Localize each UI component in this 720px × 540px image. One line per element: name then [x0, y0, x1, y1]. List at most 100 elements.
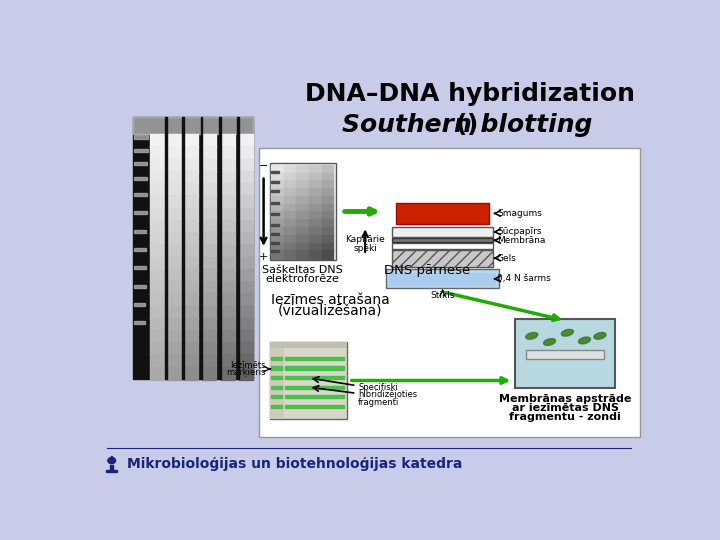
Bar	[150, 318, 163, 331]
Bar	[150, 207, 163, 220]
Bar	[271, 357, 282, 360]
Bar	[150, 342, 163, 355]
Bar	[322, 196, 333, 205]
Bar	[184, 293, 198, 306]
Bar	[110, 465, 113, 471]
Text: Gels: Gels	[497, 254, 517, 262]
Bar	[270, 342, 347, 348]
Bar	[150, 269, 163, 282]
Bar	[309, 173, 321, 181]
Bar	[202, 293, 216, 306]
Text: DNA–DNA hybridization: DNA–DNA hybridization	[305, 82, 635, 106]
Bar	[285, 357, 344, 360]
Bar	[239, 330, 253, 343]
Bar	[221, 220, 235, 233]
Bar	[134, 177, 147, 180]
Bar	[184, 318, 198, 331]
Bar	[285, 376, 344, 380]
Text: marķieris: marķieris	[226, 368, 266, 377]
Bar	[309, 188, 321, 197]
Bar	[239, 244, 253, 257]
Bar	[271, 173, 283, 181]
Ellipse shape	[526, 333, 538, 339]
Bar	[284, 180, 296, 189]
Bar	[202, 306, 216, 319]
Bar	[392, 244, 493, 249]
Bar	[184, 330, 198, 343]
Bar	[271, 202, 279, 204]
Bar	[284, 219, 296, 228]
Bar	[184, 207, 198, 220]
Bar	[322, 165, 333, 173]
Bar	[392, 227, 493, 237]
Bar	[271, 367, 282, 369]
Text: hibridizējoties: hibridizējoties	[358, 390, 418, 400]
Bar	[202, 220, 216, 233]
Text: Kapilārie: Kapilārie	[346, 235, 385, 244]
Bar	[111, 456, 112, 462]
Bar	[239, 306, 253, 319]
Bar	[284, 235, 296, 244]
Bar	[167, 354, 181, 368]
Bar	[271, 165, 283, 173]
Bar	[297, 173, 308, 181]
Bar	[221, 354, 235, 368]
Bar	[239, 146, 253, 159]
Text: Membrāna: Membrāna	[497, 236, 545, 245]
Bar	[132, 117, 253, 134]
Bar	[150, 293, 163, 306]
Bar	[202, 195, 216, 208]
Bar	[150, 159, 163, 172]
Text: Iezīmēts: Iezīmēts	[230, 361, 266, 369]
Ellipse shape	[594, 333, 606, 339]
Bar	[150, 134, 163, 147]
Bar	[386, 269, 499, 288]
Bar	[270, 348, 284, 419]
Bar	[134, 148, 148, 152]
Bar	[297, 251, 308, 259]
Text: (: (	[456, 113, 467, 137]
Bar	[221, 293, 235, 306]
Bar	[297, 242, 308, 251]
Bar	[220, 117, 221, 379]
Bar	[167, 342, 181, 355]
Bar	[134, 303, 145, 306]
Bar	[271, 395, 282, 398]
Bar	[271, 376, 282, 380]
Bar	[150, 244, 163, 257]
Bar	[284, 212, 296, 220]
Bar	[202, 256, 216, 269]
Bar	[167, 171, 181, 184]
Bar	[239, 220, 253, 233]
Bar	[107, 470, 117, 472]
Bar	[297, 212, 308, 220]
Bar	[239, 269, 253, 282]
Bar	[167, 195, 181, 208]
Ellipse shape	[108, 457, 116, 464]
Bar	[239, 183, 253, 196]
Bar	[167, 244, 181, 257]
Bar	[167, 330, 181, 343]
Bar	[309, 242, 321, 251]
Bar	[271, 250, 279, 252]
Bar	[271, 242, 283, 251]
Bar	[221, 207, 235, 220]
Text: Membrānas apstrāde: Membrānas apstrāde	[499, 394, 631, 404]
Bar	[284, 188, 296, 197]
Bar	[202, 367, 216, 380]
Bar	[271, 181, 279, 183]
Bar	[184, 244, 198, 257]
Bar	[167, 134, 181, 147]
Text: Stikls: Stikls	[431, 291, 455, 300]
Bar	[297, 204, 308, 212]
Bar	[309, 251, 321, 259]
Bar	[150, 183, 163, 196]
Bar	[285, 404, 344, 408]
Bar	[271, 227, 283, 235]
Text: elektroforēze: elektroforēze	[266, 274, 340, 284]
Bar	[150, 220, 163, 233]
Bar	[184, 256, 198, 269]
Bar	[239, 134, 253, 147]
Bar	[134, 285, 145, 288]
Bar	[515, 319, 616, 388]
